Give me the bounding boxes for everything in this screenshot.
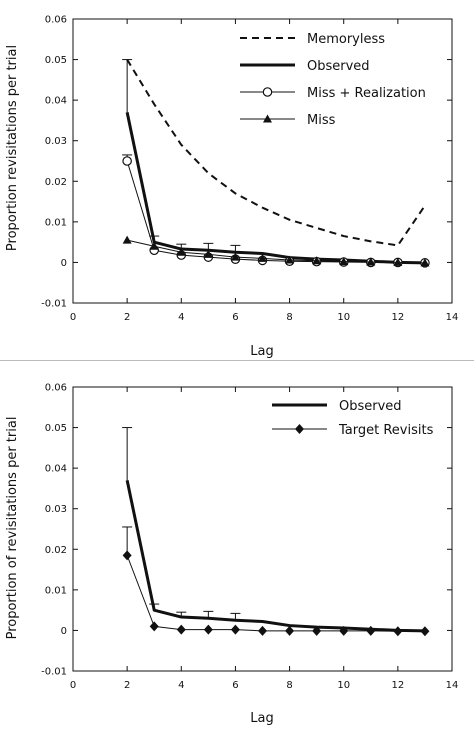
legend-item-observed: Observed (240, 59, 370, 74)
legend-label: Target Revisits (338, 423, 434, 438)
series-line-observed (125, 112, 425, 265)
y-tick-label: 0.06 (45, 383, 67, 394)
point-target-revisits (203, 624, 213, 635)
y-tick-label: -0.01 (41, 299, 67, 310)
y-tick-label: -0.01 (41, 667, 67, 678)
y-tick-label: 0.01 (45, 217, 67, 228)
y-tick-label: 0.04 (45, 464, 67, 475)
legend-label: Memoryless (307, 32, 385, 47)
legend-label: Observed (307, 59, 370, 74)
y-tick-label: 0.01 (45, 585, 67, 596)
point-miss (258, 253, 267, 262)
x-tick-label: 12 (391, 312, 404, 323)
legend-item-miss-realization: Miss + Realization (240, 86, 426, 101)
point-miss (312, 256, 322, 265)
point-miss (122, 235, 132, 244)
legend-marker (295, 424, 304, 434)
y-tick-label: 0.02 (45, 177, 67, 188)
series-target-revisits (122, 526, 430, 637)
series-observed (122, 427, 425, 633)
x-tick-label: 12 (391, 680, 404, 691)
x-tick-label: 0 (70, 680, 76, 691)
point-miss (203, 249, 213, 258)
plot-frame (72, 18, 453, 304)
point-miss-realization (122, 156, 132, 166)
point-miss (285, 255, 295, 264)
series-miss-realization (122, 154, 430, 268)
point-target-revisits (312, 625, 322, 636)
series-line-memoryless (126, 59, 426, 247)
x-tick-label: 10 (337, 312, 350, 323)
y-tick-label: 0 (61, 258, 67, 269)
legend-item-memoryless: Memoryless (240, 32, 385, 47)
point-miss (366, 257, 376, 266)
legend-item-target-revisits: Target Revisits (272, 423, 434, 438)
legend-item-miss: Miss (240, 113, 336, 128)
chart-bottom-xlabel: Lag (250, 711, 273, 726)
x-tick-label: 4 (178, 312, 184, 323)
point-target-revisits (230, 624, 240, 635)
x-tick-label: 4 (178, 680, 184, 691)
legend-marker (263, 114, 272, 123)
y-tick-label: 0 (61, 626, 67, 637)
x-tick-label: 14 (446, 312, 459, 323)
point-miss (176, 247, 186, 256)
point-miss (393, 257, 403, 266)
x-tick-label: 8 (286, 312, 292, 323)
point-miss (339, 257, 349, 266)
legend-item-observed: Observed (272, 399, 402, 414)
y-tick-label: 0.05 (45, 423, 67, 434)
point-miss (149, 241, 159, 250)
series-line-target-revisits (126, 555, 425, 632)
x-tick-label: 8 (286, 680, 292, 691)
chart-top-ylabel: Proportion revisitations per trial (5, 45, 20, 251)
legend-label: Miss (307, 113, 336, 128)
x-tick-label: 6 (232, 312, 238, 323)
x-tick-label: 14 (446, 680, 459, 691)
x-tick-label: 0 (70, 312, 76, 323)
series-line-miss (127, 239, 425, 264)
point-target-revisits (149, 621, 159, 632)
x-tick-label: 10 (337, 680, 350, 691)
series-memoryless (126, 59, 426, 247)
legend-label: Miss + Realization (307, 86, 426, 101)
y-tick-label: 0.03 (45, 504, 67, 515)
y-tick-label: 0.02 (45, 545, 67, 556)
point-target-revisits (258, 625, 267, 636)
y-tick-label: 0.05 (45, 55, 67, 66)
y-tick-label: 0.06 (45, 15, 67, 26)
legend-label: Observed (339, 399, 402, 414)
chart-top-xlabel: Lag (250, 344, 273, 359)
panel-divider (0, 360, 474, 361)
point-miss (230, 252, 240, 261)
x-tick-label: 6 (232, 680, 238, 691)
plot-frame (72, 386, 453, 672)
point-target-revisits (176, 624, 186, 635)
point-target-revisits (393, 626, 403, 637)
point-target-revisits (420, 626, 430, 637)
point-target-revisits (122, 550, 132, 561)
x-tick-label: 2 (124, 680, 130, 691)
y-tick-label: 0.04 (45, 96, 67, 107)
series-miss (122, 235, 430, 267)
chart-bottom-ylabel: Proportion of revisitations per trial (5, 417, 20, 640)
x-tick-label: 2 (124, 312, 130, 323)
point-target-revisits (366, 625, 376, 636)
series-line-observed (125, 480, 425, 633)
legend-marker (262, 87, 273, 97)
point-target-revisits (285, 625, 295, 636)
point-target-revisits (339, 625, 349, 636)
y-tick-label: 0.03 (45, 136, 67, 147)
point-miss (420, 258, 430, 267)
